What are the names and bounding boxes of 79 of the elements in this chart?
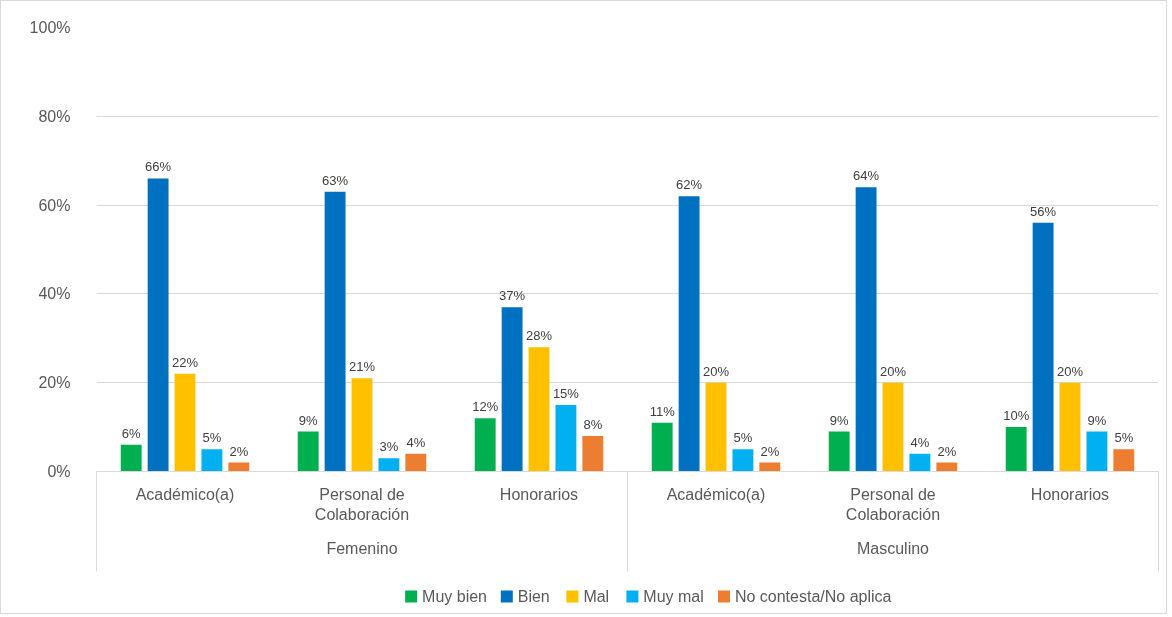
- bar: [828, 431, 850, 472]
- bar: [528, 347, 550, 472]
- data-label: 5%: [1114, 430, 1134, 446]
- bar: [678, 196, 700, 472]
- bar: [378, 458, 400, 472]
- y-tick-label: 100%: [29, 19, 71, 36]
- bar: [1086, 431, 1108, 472]
- bar: [1059, 382, 1081, 472]
- legend-label: Mal: [583, 588, 610, 605]
- data-label: 3%: [379, 439, 399, 455]
- data-label: 12%: [472, 399, 499, 415]
- bar: [759, 462, 781, 472]
- bar: [351, 378, 373, 472]
- x-tick-label: Honorarios: [1030, 485, 1110, 503]
- data-label: 2%: [229, 443, 249, 459]
- data-label: 10%: [1003, 408, 1030, 424]
- x-tick-label: Personal de Colaboración: [314, 485, 410, 523]
- bar: [174, 373, 196, 472]
- data-label: 20%: [879, 363, 907, 379]
- y-tick-label: 80%: [38, 107, 71, 125]
- bar: [582, 435, 604, 472]
- text: Masculino: [856, 539, 930, 557]
- data-label: 66%: [145, 159, 172, 175]
- bar: [909, 453, 931, 472]
- y-tick-label: 20%: [38, 374, 71, 392]
- data-label: 11%: [649, 403, 676, 419]
- bar: [855, 187, 877, 472]
- x-tick-label: Académico(a): [666, 485, 766, 503]
- bar: [474, 418, 496, 472]
- data-label: 62%: [676, 177, 703, 193]
- y-tick-label: 60%: [38, 196, 71, 214]
- data-label: 15%: [552, 385, 580, 401]
- data-label: 9%: [1087, 412, 1107, 428]
- bar: [651, 422, 673, 472]
- bar: [555, 404, 577, 472]
- data-label: 56%: [1030, 203, 1057, 219]
- bar: [405, 453, 427, 472]
- data-label: 4%: [910, 434, 930, 450]
- bar: [201, 449, 223, 472]
- bar: [324, 191, 346, 472]
- legend-label: Bien: [517, 588, 550, 605]
- text: Femenino: [326, 539, 398, 557]
- y-tick-label: 0%: [47, 463, 71, 480]
- bar: [732, 449, 754, 472]
- data-label: 20%: [1056, 363, 1084, 379]
- data-label: 4%: [406, 434, 426, 450]
- data-label: 22%: [171, 354, 199, 370]
- data-label: 21%: [348, 359, 376, 375]
- data-label: 64%: [853, 168, 880, 184]
- legend-label: Muy mal: [643, 588, 704, 605]
- data-label: 2%: [760, 443, 780, 459]
- data-label: 5%: [202, 430, 222, 446]
- legend-label: No contesta/No aplica: [734, 588, 892, 605]
- bar: [1113, 449, 1135, 472]
- x-tick-label: Honorarios: [499, 485, 579, 503]
- data-label: 20%: [702, 363, 730, 379]
- bar: [501, 307, 523, 472]
- data-label: 8%: [583, 416, 603, 432]
- bar: [936, 462, 958, 472]
- data-label: 2%: [937, 443, 957, 459]
- data-label: 5%: [733, 430, 753, 446]
- bar: [705, 382, 727, 472]
- y-tick-label: 40%: [38, 285, 71, 303]
- data-label: 6%: [121, 425, 142, 441]
- data-label: 37%: [499, 288, 526, 304]
- bar: [1005, 427, 1027, 472]
- bar: [297, 431, 319, 472]
- bar: [228, 462, 250, 472]
- data-label: 9%: [829, 412, 850, 428]
- bar: [1032, 222, 1054, 472]
- x-tick-label: Personal de Colaboración: [845, 485, 941, 523]
- legend-label: Muy bien: [422, 588, 488, 605]
- data-label: 9%: [298, 412, 319, 428]
- data-label: 28%: [525, 328, 553, 344]
- bar: [120, 444, 142, 472]
- bar: [882, 382, 904, 472]
- data-label: 63%: [322, 172, 349, 188]
- x-tick-label: Académico(a): [135, 485, 235, 503]
- bar: [147, 178, 169, 472]
